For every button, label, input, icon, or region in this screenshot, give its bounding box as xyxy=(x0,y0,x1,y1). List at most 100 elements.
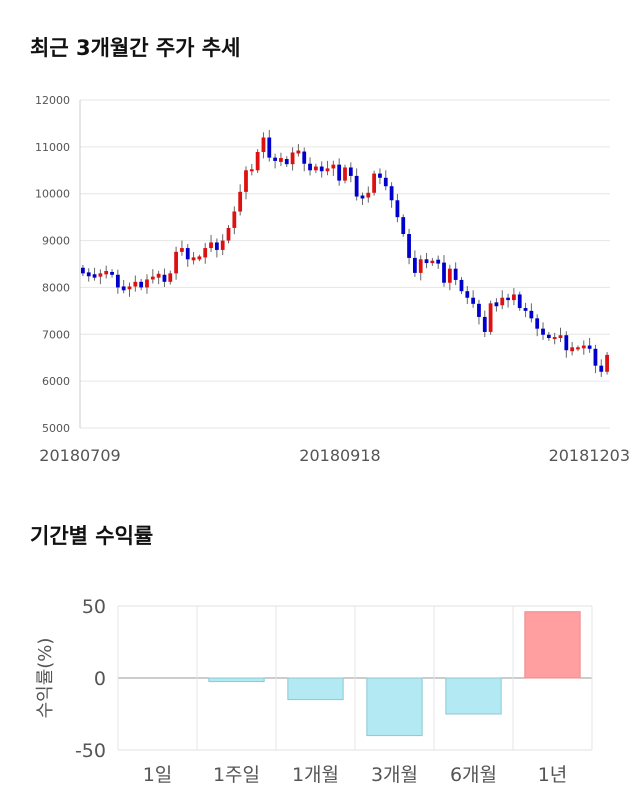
candle-body xyxy=(366,192,371,198)
candle-body xyxy=(162,274,167,282)
candle-body xyxy=(267,137,272,158)
candle-body xyxy=(546,334,551,339)
returns-y-tick-label: 0 xyxy=(94,668,106,690)
candle-body xyxy=(133,281,138,287)
candle-body xyxy=(296,150,301,154)
candle-body xyxy=(436,259,441,264)
candle-body xyxy=(174,251,178,274)
candle-body xyxy=(506,297,510,301)
candle-body xyxy=(570,347,575,352)
price-y-tick-label: 10000 xyxy=(35,188,70,201)
candle-body xyxy=(488,303,493,332)
candle-body xyxy=(156,273,161,278)
candle-body xyxy=(104,270,109,275)
candle-body xyxy=(587,345,592,349)
candle-body xyxy=(249,169,254,172)
candle-body xyxy=(214,242,219,250)
candle-body xyxy=(401,217,406,235)
candle-body xyxy=(191,257,196,261)
candle-body xyxy=(180,248,184,252)
candle-body xyxy=(319,166,324,172)
candle-body xyxy=(552,337,557,340)
candle-body xyxy=(226,227,231,241)
returns-y-tick-label: -50 xyxy=(75,740,106,762)
price-y-tick-label: 5000 xyxy=(42,422,70,435)
candle-body xyxy=(465,291,470,298)
candle-body xyxy=(564,335,569,351)
candle-body xyxy=(512,294,516,301)
candle-body xyxy=(529,310,534,319)
candle-body xyxy=(81,267,85,274)
price-y-tick-label: 8000 xyxy=(42,281,70,294)
price-y-tick-label: 11000 xyxy=(35,141,70,154)
candle-body xyxy=(471,297,476,304)
price-y-tick-label: 9000 xyxy=(42,235,70,248)
candle-body xyxy=(412,257,417,273)
returns-y-axis-label: 수익률(%) xyxy=(35,638,56,719)
candle-body xyxy=(121,286,126,291)
candle-body xyxy=(343,167,347,181)
candle-body xyxy=(150,276,155,280)
price-x-tick-label: 20180918 xyxy=(299,446,380,465)
returns-bar xyxy=(366,677,423,737)
candle-body xyxy=(360,195,365,199)
candle-body xyxy=(523,308,528,311)
candle-body xyxy=(325,168,330,172)
candle-body xyxy=(308,163,312,171)
candle-body xyxy=(244,170,248,192)
candle-body xyxy=(418,259,423,273)
price-x-tick-label: 20180709 xyxy=(39,446,120,465)
candle-body xyxy=(517,294,522,309)
candle-body xyxy=(127,286,132,290)
candle-body xyxy=(459,279,464,292)
returns-category-label: 3개월 xyxy=(371,764,418,786)
returns-bar xyxy=(445,677,502,715)
price-y-tick-label: 6000 xyxy=(42,375,70,388)
returns-bar xyxy=(524,611,581,679)
candle-body xyxy=(145,279,149,288)
candle-body xyxy=(284,159,289,165)
candle-body xyxy=(500,297,505,306)
candle-body xyxy=(389,186,394,201)
candle-body xyxy=(279,158,283,162)
candle-body xyxy=(168,273,173,282)
candle-body xyxy=(290,152,295,165)
candle-body xyxy=(92,274,97,278)
candle-body xyxy=(576,347,580,350)
candle-body xyxy=(209,242,213,249)
candle-body xyxy=(407,234,411,258)
candle-body xyxy=(395,200,400,218)
candle-body xyxy=(593,348,598,366)
returns-category-label: 6개월 xyxy=(450,764,497,786)
candle-body xyxy=(220,240,225,250)
returns-bar xyxy=(208,677,265,683)
candle-body xyxy=(354,175,359,197)
candle-body xyxy=(424,259,429,264)
candle-body xyxy=(238,191,243,212)
price-y-tick-label: 7000 xyxy=(42,328,70,341)
candle-body xyxy=(378,173,382,178)
returns-category-label: 1개월 xyxy=(292,764,339,786)
candle-body xyxy=(313,166,318,171)
candle-body xyxy=(331,164,336,169)
candle-body xyxy=(348,167,353,176)
candle-body xyxy=(541,328,545,335)
candle-body xyxy=(185,248,190,260)
candle-body xyxy=(203,248,208,258)
candle-body xyxy=(139,281,144,288)
candle-body xyxy=(372,173,377,193)
candle-body xyxy=(232,211,237,228)
candle-body xyxy=(453,268,458,280)
candle-body xyxy=(261,137,266,153)
price-y-tick-label: 12000 xyxy=(35,94,70,107)
price-x-tick-label: 20181203 xyxy=(549,446,630,465)
candle-body xyxy=(442,262,446,283)
candle-body xyxy=(197,256,202,260)
candle-body xyxy=(494,302,499,307)
price-chart: 12000 11000 10000 9000 8000 7000 6000 5000 20180… xyxy=(35,94,630,465)
candle-body xyxy=(110,271,114,275)
returns-category-label: 1주일 xyxy=(213,764,260,786)
candle-body xyxy=(86,272,91,277)
candle-body xyxy=(98,273,103,277)
